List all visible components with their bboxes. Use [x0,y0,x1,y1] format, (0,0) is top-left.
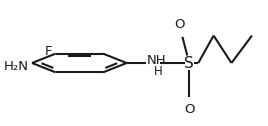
Text: S: S [184,55,194,71]
Text: F: F [45,45,53,58]
Text: H: H [154,65,163,78]
Text: H₂N: H₂N [4,60,29,73]
Text: O: O [184,103,195,116]
Text: NH: NH [147,54,167,67]
Text: O: O [174,18,184,31]
